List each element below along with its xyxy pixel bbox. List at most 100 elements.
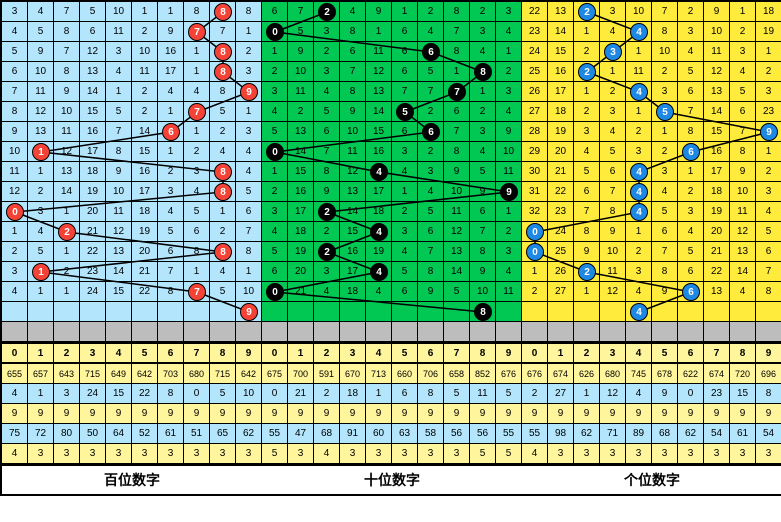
cell: 4 [106,62,132,82]
cell: 4 [158,82,184,102]
cell: 11 [444,202,470,222]
cell: 5 [158,222,184,242]
stat-cell: 47 [288,424,314,444]
stat-cell: 9 [756,404,781,424]
cell: 6 [392,62,418,82]
cell: 19 [288,242,314,262]
cell: 2 [756,162,781,182]
cell: 3 [756,182,781,202]
cell: 5 [262,242,288,262]
cell: 17 [132,182,158,202]
cell: 6 [262,262,288,282]
cell: 7 [288,2,314,22]
cell: 3 [600,102,626,122]
cell: 29 [522,142,548,162]
cell: 17 [704,162,730,182]
pick-ball: 6 [682,143,700,161]
cell: 15 [132,142,158,162]
stat-cell: 3 [652,444,678,464]
cell: 8 [184,242,210,262]
stat-cell: 4 [626,384,652,404]
cell: 18 [132,202,158,222]
cell: 1 [28,162,54,182]
pick-ball: 8 [474,63,492,81]
cell: 27 [522,102,548,122]
cell: 23 [548,202,574,222]
cell: 6 [340,42,366,62]
cell: 6 [574,182,600,202]
stat-cell: 1 [28,384,54,404]
cell: 9 [340,102,366,122]
cell: 11 [28,82,54,102]
cell: 2 [652,62,678,82]
cell: 9 [54,82,80,102]
cell [132,322,158,342]
cell: 9 [366,2,392,22]
cell: 1 [210,202,236,222]
cell: 5 [28,22,54,42]
cell: 2 [678,2,704,22]
stat-cell: 9 [54,404,80,424]
cell: 1 [626,222,652,242]
cell [600,322,626,342]
stat-cell: 15 [730,384,756,404]
cell: 2 [522,282,548,302]
cell: 5 [106,102,132,122]
cell: 16 [340,242,366,262]
cell: 13 [548,2,574,22]
cell: 10 [106,2,132,22]
cell: 6 [2,62,28,82]
cell: 15 [106,282,132,302]
stat-cell: 9 [132,404,158,424]
cell: 24 [548,222,574,242]
cell: 8 [418,262,444,282]
cell: 4 [340,2,366,22]
cell: 4 [392,162,418,182]
cell: 9 [418,282,444,302]
cell: 4 [574,142,600,162]
cell: 2 [600,82,626,102]
stat-cell: 8 [418,384,444,404]
lottery-trend-chart: 3475101188458611297159712310161261081341… [0,0,781,496]
cell: 14 [288,142,314,162]
cell: 7 [756,262,781,282]
cell: 6 [730,102,756,122]
pick-ball: 7 [188,103,206,121]
cell: 6 [678,262,704,282]
cell: 16 [80,122,106,142]
header-cell: 6 [418,342,444,364]
cell: 3 [756,82,781,102]
cell: 4 [678,42,704,62]
cell [314,322,340,342]
cell: 2 [574,102,600,122]
cell: 5 [678,62,704,82]
pick-ball: 4 [630,83,648,101]
cell: 6 [236,202,262,222]
cell: 11 [2,162,28,182]
cell: 2 [626,242,652,262]
cell: 1 [236,22,262,42]
stat-cell: 700 [288,364,314,384]
cell: 3 [236,122,262,142]
cell: 17 [548,82,574,102]
cell: 19 [132,222,158,242]
cell: 2 [730,22,756,42]
cell: 4 [652,182,678,202]
cell: 8 [652,262,678,282]
cell: 22 [80,242,106,262]
stat-cell: 642 [132,364,158,384]
stat-cell: 5 [444,384,470,404]
cell: 20 [80,202,106,222]
cell: 18 [366,202,392,222]
pick-ball: 1 [32,143,50,161]
cell: 3 [314,22,340,42]
stat-cell: 715 [210,364,236,384]
stat-cell: 15 [106,384,132,404]
cell: 8 [600,202,626,222]
stat-cell: 71 [600,424,626,444]
cell: 2 [574,42,600,62]
stat-cell: 10 [236,384,262,404]
cell: 9 [496,122,522,142]
stat-cell: 5 [496,384,522,404]
cell [80,322,106,342]
